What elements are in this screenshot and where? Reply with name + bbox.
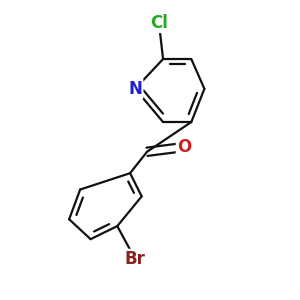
Text: N: N [128,80,142,98]
Text: O: O [177,138,191,156]
Text: Cl: Cl [150,14,168,32]
Text: Br: Br [125,250,146,268]
